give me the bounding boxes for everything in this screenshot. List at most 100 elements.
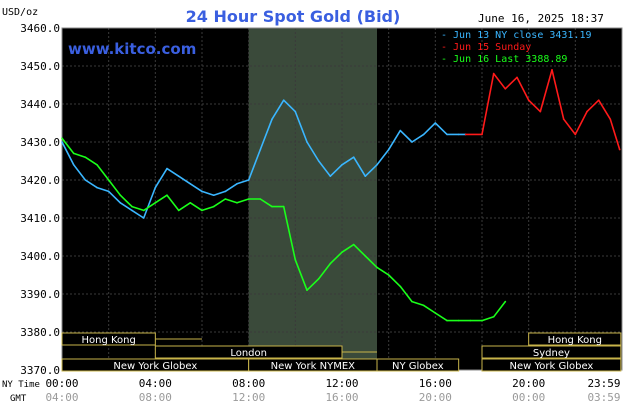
data-point [399,285,402,288]
data-point [609,118,612,120]
session-box [154,345,343,359]
data-point [618,148,621,151]
session-box [528,332,622,346]
data-point [376,266,378,269]
data-point [96,164,98,166]
x-tick-label-gmt: 04:00 [45,391,78,404]
data-point [282,205,285,208]
x-tick-label-ny: 00:00 [45,377,78,390]
x-tick-label-ny: 23:59 [587,377,620,390]
data-series [61,69,621,322]
x-tick-label-gmt: 03:59 [587,391,620,404]
session-label: New York Globex [509,361,593,372]
data-point [492,316,495,318]
data-point [142,217,145,219]
data-point [84,156,87,158]
data-point [131,209,133,212]
y-tick-label: 3400.0 [20,250,60,263]
x-tick-label-ny: 16:00 [419,377,452,390]
data-point [166,167,168,170]
x-tick-label-ny: 04:00 [139,377,172,390]
data-point [586,110,588,113]
data-point [527,99,530,101]
session-label: New York NYMEX [271,361,356,372]
watermark: www.kitco.com [68,40,196,58]
legend-entry: - Jun 16 Last 3388.89 [441,54,567,65]
data-point [236,183,238,185]
data-point [364,175,367,177]
session-box [61,332,156,346]
data-point [317,160,320,162]
data-point [352,243,355,246]
chart-title: 24 Hour Spot Gold (Bid) [186,7,401,26]
data-point [271,205,273,208]
x-tick-label-gmt: 16:00 [325,391,358,404]
data-point [434,312,437,314]
session-label: NY Globex [392,361,444,372]
data-point [551,69,553,71]
data-point [364,255,367,257]
data-point [481,319,483,322]
data-point [516,76,518,79]
data-point [212,205,215,208]
data-point [201,209,203,212]
gmt-row-label: GMT [10,394,27,404]
data-point [446,133,448,136]
data-point [271,118,273,120]
data-point [201,190,203,193]
legend-entry: - Jun 13 NY close 3431.19 [441,30,592,41]
data-point [464,133,467,136]
y-tick-label: 3460.0 [20,22,60,35]
y-tick-label: 3430.0 [20,136,60,149]
data-point [422,304,425,307]
x-tick-label-ny: 12:00 [325,377,358,390]
data-point [177,175,180,177]
x-tick-label-gmt: 20:00 [419,391,452,404]
data-point [481,133,483,136]
y-tick-label: 3370.0 [20,364,60,377]
legend: - Jun 13 NY close 3431.19- Jun 15 Sunday… [441,30,592,65]
data-point [154,186,157,189]
ny-time-row-label: NY Time [2,380,40,390]
data-point [72,164,75,166]
data-point [119,194,122,196]
data-point [96,186,98,189]
x-axis-tick-labels: 00:0004:0004:0008:0008:0012:0012:0016:00… [45,377,620,404]
market-sessions: Hong Kong London New York Globex New York N… [61,332,622,372]
y-tick-label: 3450.0 [20,60,60,73]
x-tick-label-gmt: 00:00 [512,391,545,404]
data-point [107,179,110,181]
unit-label: USD/oz [2,7,38,18]
y-tick-label: 3420.0 [20,174,60,187]
x-tick-label-gmt: 12:00 [232,391,265,404]
data-point [84,179,87,181]
data-point [294,259,297,261]
data-point [282,99,285,101]
data-point [341,164,343,166]
session-box [481,358,622,372]
y-tick-label: 3390.0 [20,288,60,301]
session-label: Hong Kong [81,335,135,346]
session-label: Sydney [533,348,570,359]
data-point [224,190,227,193]
data-point [224,198,227,200]
data-point [539,110,542,113]
data-point [352,156,355,158]
data-point [434,122,437,124]
session-box [376,358,460,372]
series-line [61,99,466,219]
y-tick-label: 3440.0 [20,98,60,111]
data-point [504,300,507,303]
data-point [131,205,133,208]
timestamp: June 16, 2025 18:37 [478,12,604,25]
data-point [61,141,63,143]
data-point [306,289,308,292]
data-point [247,179,250,181]
data-point [154,202,157,204]
y-axis-tick-labels: 3370.0 3380.0 3390.0 3400.0 3410.0 3420.0 3430… [20,22,60,377]
data-point [422,133,425,136]
data-point [411,141,413,143]
data-point [189,202,192,204]
data-point [341,251,343,253]
